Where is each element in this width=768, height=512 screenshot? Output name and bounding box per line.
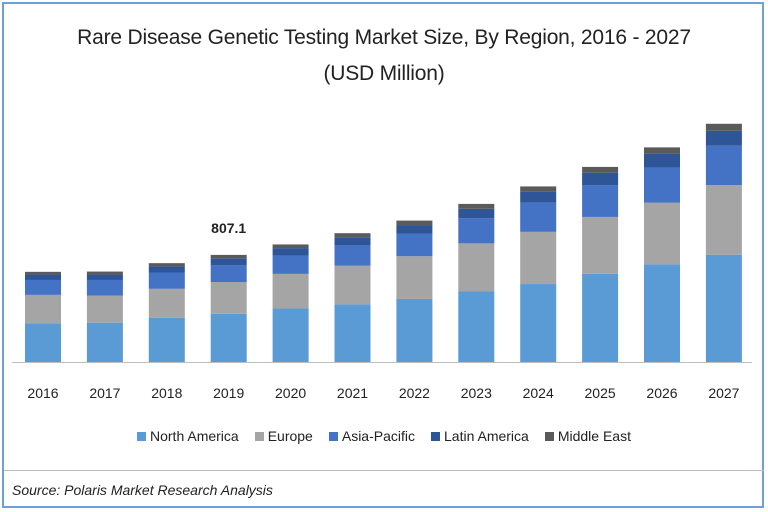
bar-2024-middle-east xyxy=(520,186,557,192)
bar-2027-europe xyxy=(705,185,742,255)
legend-item: North America xyxy=(137,428,239,444)
bar-2019-latin-america xyxy=(210,258,247,266)
bar-2020-middle-east xyxy=(272,244,309,249)
chart-title: Rare Disease Genetic Testing Market Size… xyxy=(77,26,691,49)
bar-2017-middle-east xyxy=(86,271,123,275)
bar-2022-latin-america xyxy=(396,225,433,234)
bar-2023-north-america xyxy=(458,291,495,362)
bar-2020-asia-pacific xyxy=(272,255,309,274)
bar-2017-north-america xyxy=(86,322,123,362)
bar-2026-asia-pacific xyxy=(644,167,680,203)
bar-2018-middle-east xyxy=(148,263,185,267)
bar-2027-asia-pacific xyxy=(705,145,742,186)
legend-swatch xyxy=(137,431,146,441)
bar-2023-asia-pacific xyxy=(458,218,495,244)
bar-2023-europe xyxy=(458,243,495,292)
bar-2021-latin-america xyxy=(334,237,371,246)
x-tick-label: 2021 xyxy=(337,385,368,401)
bar-2025-europe xyxy=(582,216,619,274)
bar-2023-latin-america xyxy=(458,208,495,219)
bar-2025-north-america xyxy=(582,273,619,362)
x-tick-label: 2016 xyxy=(27,385,58,401)
bar-chart: 2016 2017 2018 2019 807.1 2020 2021 2022 2023 202… xyxy=(12,123,752,401)
legend-label: Asia-Pacific xyxy=(341,428,415,444)
x-tick-label: 2027 xyxy=(708,385,739,401)
bar-2025-latin-america xyxy=(582,172,619,186)
bar-2022-middle-east xyxy=(396,220,433,226)
bar-2027-north-america xyxy=(705,254,742,362)
x-tick-label: 2026 xyxy=(646,385,677,401)
bar-2025-middle-east xyxy=(582,166,619,173)
source-note: Source: Polaris Market Research Analysis xyxy=(12,482,273,498)
bar-2024-asia-pacific xyxy=(520,202,557,232)
bar-2027-middle-east xyxy=(705,123,742,131)
bar-2018-europe xyxy=(148,288,185,318)
legend-item: Asia-Pacific xyxy=(328,428,415,444)
legend-label: Europe xyxy=(267,428,313,444)
x-tick-label: 2022 xyxy=(399,385,430,401)
legend-item: Latin America xyxy=(431,428,529,444)
bar-2026-north-america xyxy=(644,264,680,362)
x-tick-label: 2020 xyxy=(275,385,306,401)
bar-2021-north-america xyxy=(334,304,371,362)
x-tick-label: 2024 xyxy=(523,385,554,401)
x-tick-label: 2018 xyxy=(151,385,182,401)
divider xyxy=(4,470,764,471)
bar-2016-middle-east xyxy=(25,271,61,275)
legend-swatch xyxy=(544,431,554,441)
bar-2017-asia-pacific xyxy=(86,279,123,296)
bar-2016-latin-america xyxy=(25,274,61,280)
bar-2020-latin-america xyxy=(272,248,309,256)
bar-2024-latin-america xyxy=(520,191,557,203)
x-tick-label: 2025 xyxy=(585,385,616,401)
bar-2018-asia-pacific xyxy=(148,272,185,289)
bar-2022-asia-pacific xyxy=(396,233,433,257)
legend-label: Latin America xyxy=(444,428,529,444)
bar-2019-europe xyxy=(210,282,247,314)
bar-2020-europe xyxy=(272,273,309,309)
legend-label: North America xyxy=(150,428,239,444)
bar-2024-europe xyxy=(520,231,557,285)
bar-2019-asia-pacific xyxy=(210,265,247,283)
bar-2018-latin-america xyxy=(148,266,185,273)
legend-item: Middle East xyxy=(544,428,631,444)
bar-2022-europe xyxy=(396,256,433,299)
bar-2021-middle-east xyxy=(334,233,371,238)
chart-legend: North America Europe Asia-Pacific Latin Ame… xyxy=(0,428,768,444)
bar-2017-europe xyxy=(86,295,123,323)
bar-2026-middle-east xyxy=(644,147,680,154)
x-tick-label: 2019 xyxy=(213,385,244,401)
bar-2022-north-america xyxy=(396,298,433,362)
bar-2020-north-america xyxy=(272,308,309,362)
bar-2025-asia-pacific xyxy=(582,185,619,217)
legend-swatch xyxy=(431,431,440,441)
x-tick-label: 2017 xyxy=(89,385,120,401)
bar-2021-asia-pacific xyxy=(334,245,371,266)
bar-2016-europe xyxy=(25,294,61,324)
bar-2016-asia-pacific xyxy=(25,279,61,295)
bar-2017-latin-america xyxy=(86,274,123,280)
bar-2021-europe xyxy=(334,265,371,305)
bar-2023-middle-east xyxy=(458,203,495,209)
legend-label: Middle East xyxy=(557,428,631,444)
bar-2019-north-america xyxy=(210,313,247,362)
x-tick-label: 2023 xyxy=(461,385,492,401)
bar-2019-middle-east xyxy=(210,254,247,259)
bar-2026-europe xyxy=(644,202,680,265)
bar-2026-latin-america xyxy=(644,153,680,168)
chart-subtitle: (USD Million) xyxy=(323,62,445,85)
bar-2018-north-america xyxy=(148,317,185,362)
legend-item: Europe xyxy=(254,428,313,444)
legend-swatch xyxy=(254,431,264,441)
bar-2027-latin-america xyxy=(705,130,742,146)
bar-2024-north-america xyxy=(520,284,557,362)
data-label: 807.1 xyxy=(211,220,246,236)
legend-swatch xyxy=(328,431,338,441)
bar-2016-north-america xyxy=(25,323,61,362)
